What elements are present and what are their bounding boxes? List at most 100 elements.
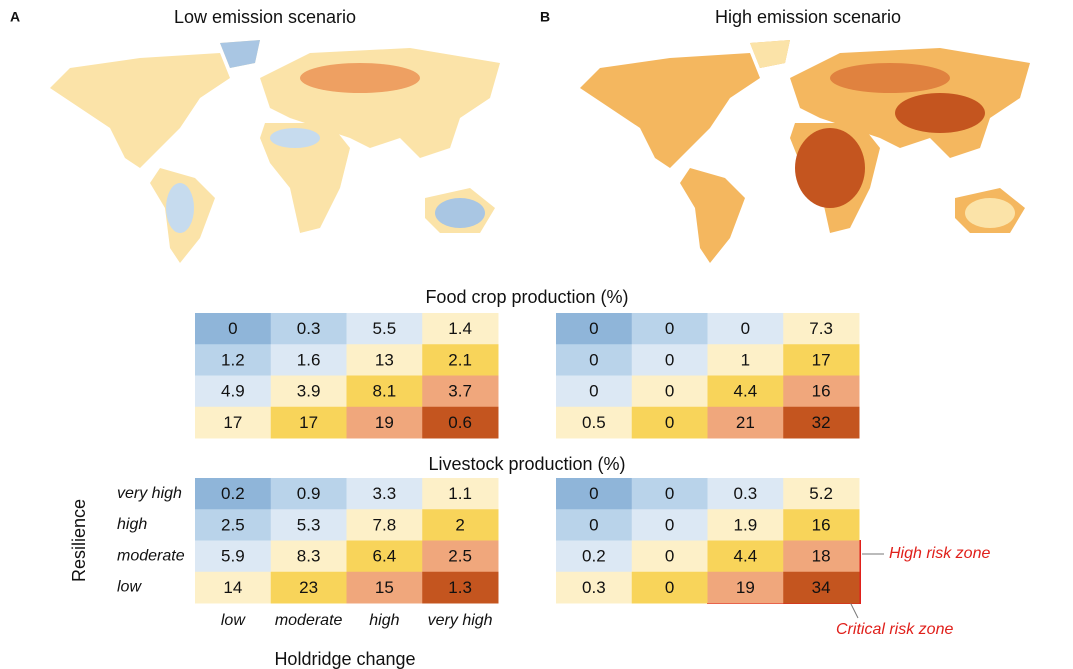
cell-label: 17 (812, 350, 831, 369)
cell-label: 8.3 (297, 547, 321, 566)
cell (707, 313, 784, 345)
cell-label: 8.1 (373, 382, 397, 401)
cell (270, 509, 347, 541)
cell-label: 0.5 (582, 413, 606, 432)
cell (556, 375, 633, 408)
y-tick-label: high (117, 516, 147, 533)
cell-label: 34 (812, 578, 831, 597)
cell-label: 0 (665, 319, 674, 338)
cell (783, 571, 860, 604)
cell-label: 0 (589, 515, 598, 534)
cell (346, 540, 423, 573)
cell-label: 0 (589, 350, 598, 369)
cell (195, 571, 272, 604)
cell-label: 5.2 (809, 484, 833, 503)
cell-label: 0.2 (221, 484, 245, 503)
cell-label: 0 (665, 515, 674, 534)
cell (783, 509, 860, 541)
cell (422, 375, 499, 408)
cell (270, 313, 347, 345)
cell-label: 2 (455, 515, 464, 534)
cell-label: 3.7 (448, 382, 472, 401)
cell-label: 0 (665, 382, 674, 401)
cell-label: 4.4 (734, 547, 758, 566)
map-title: High emission scenario (715, 7, 901, 27)
cell (631, 571, 708, 604)
x-tick-label: low (221, 612, 246, 629)
cell (422, 540, 499, 573)
cell (783, 344, 860, 376)
cell-label: 16 (812, 515, 831, 534)
cell (270, 540, 347, 573)
cell (270, 344, 347, 376)
cell (556, 478, 633, 510)
cell (346, 406, 423, 439)
cell-label: 19 (375, 413, 394, 432)
cell-label: 0.3 (297, 319, 321, 338)
cell (422, 509, 499, 541)
cell-label: 3.9 (297, 382, 321, 401)
cell-label: 7.8 (373, 515, 397, 534)
cell (707, 478, 784, 510)
cell (422, 344, 499, 376)
cell-label: 19 (736, 578, 755, 597)
cell (631, 313, 708, 345)
cell-label: 5.9 (221, 547, 245, 566)
cell-label: 0 (665, 413, 674, 432)
x-axis-label: Holdridge change (274, 649, 415, 669)
chart-title: Food crop production (%) (425, 287, 628, 307)
cell-label: 1.4 (448, 319, 472, 338)
cell-label: 0 (589, 382, 598, 401)
cell (346, 571, 423, 604)
map-title: Low emission scenario (174, 7, 356, 27)
x-tick-label: very high (428, 612, 493, 629)
cell-label: 2.1 (448, 350, 472, 369)
panel-label: A (10, 9, 20, 25)
cell-label: 0 (665, 547, 674, 566)
cell (346, 344, 423, 376)
cell-label: 21 (736, 413, 755, 432)
cell-label: 1.9 (734, 515, 758, 534)
cell (556, 509, 633, 541)
x-tick-label: moderate (275, 612, 343, 629)
cell (270, 375, 347, 408)
cell (422, 406, 499, 439)
cell (195, 540, 272, 573)
cell (556, 313, 633, 345)
cell-label: 6.4 (373, 547, 397, 566)
cell (631, 406, 708, 439)
x-tick-label: high (369, 612, 399, 629)
cell (556, 571, 633, 604)
cell-label: 1.3 (448, 578, 472, 597)
cell-label: 0 (741, 319, 750, 338)
cell-label: 0.6 (448, 413, 472, 432)
cell (783, 313, 860, 345)
y-tick-label: moderate (117, 547, 185, 564)
cell-label: 4.4 (734, 382, 758, 401)
cell-label: 0.9 (297, 484, 321, 503)
cell (631, 375, 708, 408)
cell-label: 7.3 (809, 319, 833, 338)
cell-label: 0.2 (582, 547, 606, 566)
cell-label: 15 (375, 578, 394, 597)
cell-label: 0 (589, 319, 598, 338)
cell (195, 313, 272, 345)
cell-label: 1.1 (448, 484, 472, 503)
cell (422, 571, 499, 604)
cell (195, 344, 272, 376)
cell-label: 0 (228, 319, 237, 338)
cell-label: 1 (741, 350, 750, 369)
cell (556, 406, 633, 439)
cell (195, 509, 272, 541)
cell (346, 375, 423, 408)
chart-title: Livestock production (%) (428, 454, 625, 474)
cell (422, 478, 499, 510)
cell-label: 0 (665, 578, 674, 597)
cell (195, 478, 272, 510)
cell-label: 2.5 (448, 547, 472, 566)
y-tick-label: low (117, 579, 142, 596)
annotation: Critical risk zone (836, 621, 953, 638)
cell (346, 478, 423, 510)
cell (631, 540, 708, 573)
cell (783, 540, 860, 573)
